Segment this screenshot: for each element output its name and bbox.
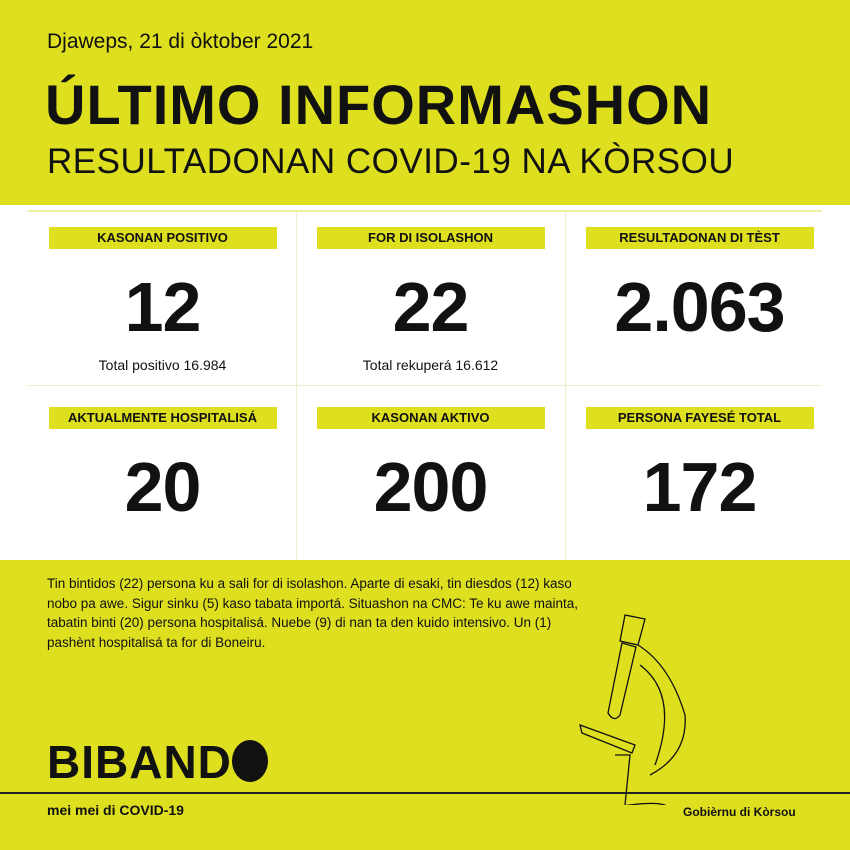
stat-label: PERSONA FAYESÉ TOTAL [585, 407, 814, 429]
stat-label: FOR DI ISOLASHON [316, 227, 545, 249]
stats-panel: KASONAN POSITIVO 12 Total positivo 16.98… [0, 205, 850, 560]
stat-positive-cases: KASONAN POSITIVO 12 Total positivo 16.98… [28, 205, 297, 383]
divider [0, 792, 850, 794]
logo-swirl-icon [231, 740, 268, 782]
government-credit: Gobièrnu di Kòrsou [683, 805, 796, 819]
stat-value: 200 [373, 448, 489, 526]
stat-label: KASONAN AKTIVO [316, 407, 545, 429]
page-subtitle: RESULTADONAN COVID-19 NA KÒRSOU [47, 142, 735, 181]
stat-hospitalized: AKTUALMENTE HOSPITALISÁ 20 [28, 385, 297, 563]
stat-label: AKTUALMENTE HOSPITALISÁ [48, 407, 277, 429]
divider [296, 213, 297, 560]
stat-deaths: PERSONA FAYESÉ TOTAL 172 [565, 385, 834, 563]
divider [28, 210, 822, 212]
divider [565, 213, 566, 560]
stat-value: 2.063 [614, 268, 785, 346]
divider [28, 385, 822, 386]
microscope-icon [579, 614, 686, 805]
date: Djaweps, 21 di òktober 2021 [47, 30, 314, 53]
stat-tests: RESULTADONAN DI TÈST 2.063 [565, 205, 834, 383]
stat-label: RESULTADONAN DI TÈST [585, 227, 814, 249]
stat-value: 22 [392, 268, 470, 346]
summary-text: Tin bintidos (22) persona ku a sali for … [47, 576, 579, 650]
stat-value: 20 [124, 448, 202, 526]
stat-value: 12 [124, 268, 202, 346]
stat-subtext: Total rekuperá 16.612 [362, 357, 499, 373]
stat-recovered: FOR DI ISOLASHON 22 Total rekuperá 16.61… [296, 205, 565, 383]
stat-subtext: Total positivo 16.984 [98, 357, 227, 373]
tagline: mei mei di COVID-19 [47, 802, 184, 818]
logo-text: BIBAND [47, 736, 232, 788]
page-title: ÚLTIMO INFORMASHON [45, 73, 713, 136]
bibando-logo: BIBAND [47, 735, 268, 789]
stat-value: 172 [642, 448, 758, 526]
stat-label: KASONAN POSITIVO [48, 227, 277, 249]
stat-active-cases: KASONAN AKTIVO 200 [296, 385, 565, 563]
